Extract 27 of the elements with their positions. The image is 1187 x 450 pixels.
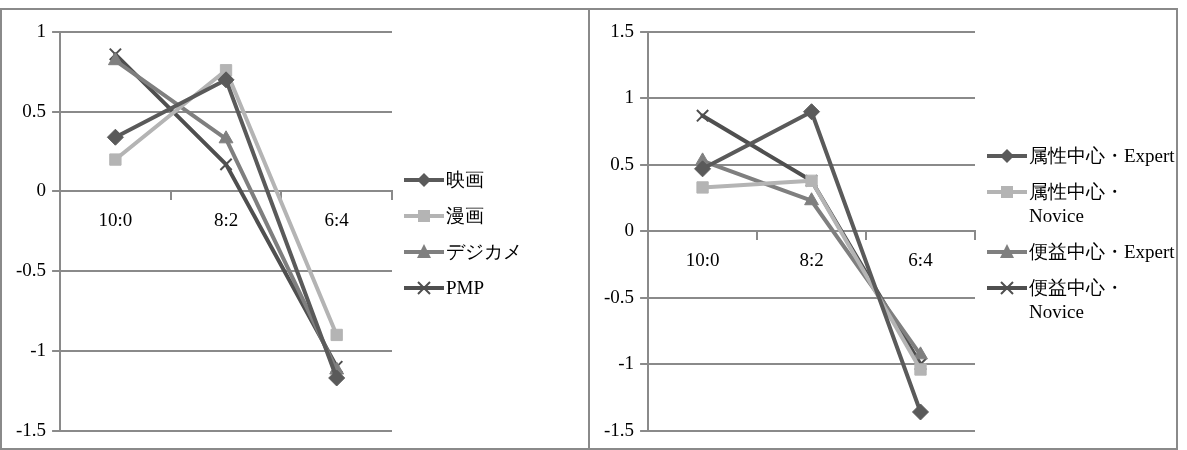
x-tick-label: 10:0 — [98, 208, 133, 230]
x-tick-label: 8:2 — [799, 248, 824, 270]
x-tick-label: 10:0 — [685, 248, 720, 270]
y-tick-label: -1 — [618, 352, 635, 374]
y-tick-label: 1 — [624, 86, 635, 108]
y-tick-label: -1.5 — [16, 418, 47, 440]
y-tick-label: 0.5 — [22, 99, 47, 121]
legend-label: 便益中心・Expert — [1029, 240, 1175, 264]
x-tick-label: 8:2 — [213, 208, 239, 230]
legend-label: 便益中心・Novice — [1029, 276, 1125, 324]
y-tick-label: 1.5 — [610, 19, 635, 41]
y-tick-label: 0 — [36, 179, 47, 201]
legend-label: 映画 — [446, 168, 484, 192]
y-tick-label: -1.5 — [604, 418, 635, 440]
x-tick-label: 6:4 — [908, 248, 934, 270]
y-tick-label: -0.5 — [16, 259, 47, 281]
y-tick-label: 1 — [36, 19, 47, 41]
legend-label: 漫画 — [446, 204, 484, 228]
y-tick-label: -0.5 — [604, 285, 635, 307]
legend-label: デジカメ — [446, 240, 522, 264]
y-tick-label: 0 — [624, 219, 635, 241]
x-tick-label: 6:4 — [324, 208, 350, 230]
legend-label: 属性中心・Expert — [1029, 144, 1175, 168]
y-tick-label: -1 — [30, 338, 47, 360]
y-tick-label: 0.5 — [610, 152, 635, 174]
legend-label: PMP — [446, 276, 485, 300]
legend-label: 属性中心・Novice — [1029, 180, 1125, 228]
